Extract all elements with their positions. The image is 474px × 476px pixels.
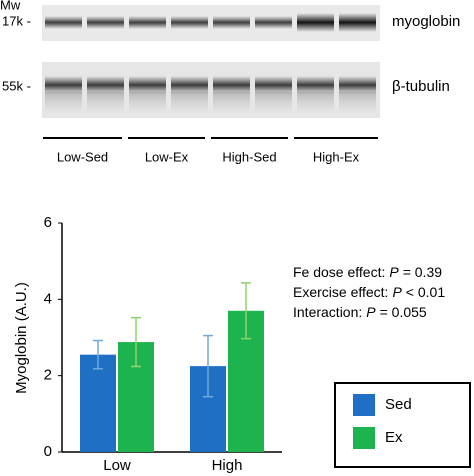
band [297,13,334,32]
band [171,16,208,29]
band [45,16,82,29]
annotation-label: Interaction: [293,304,362,320]
smear [171,92,208,114]
band [339,76,376,94]
band [45,76,82,94]
annotation-label: Exercise effect: [293,284,388,300]
band [87,76,124,94]
legend-label: Sed [385,396,412,413]
group-label: Low-Sed [57,149,108,164]
smear [297,92,334,114]
annotation-value: = 0.39 [403,264,443,280]
x-tick-label: High [212,457,243,474]
smear [213,92,250,114]
marker-label: 17k - [2,13,31,28]
annotation-stat: P [389,264,399,280]
legend-box [334,382,471,468]
legend-label: Ex [385,429,403,446]
mw-label: Mw [0,0,21,12]
band [339,13,376,32]
y-tick-label: 0 [44,443,52,460]
band [129,16,166,29]
band [171,76,208,94]
marker-label: 55k - [2,78,31,93]
legend-swatch [353,427,375,449]
smear [129,92,166,114]
group-label: High-Sed [222,149,276,164]
group-label: High-Ex [313,149,360,164]
legend-swatch [353,394,375,416]
annotation-stat: P [392,284,402,300]
protein-label: β-tubulin [392,78,450,95]
annotation-value: = 0.055 [380,304,427,320]
y-tick-label: 2 [44,367,52,384]
annotation-label: Fe dose effect: [293,264,385,280]
annotation-stat: P [366,304,376,320]
annotation-value: < 0.01 [406,284,446,300]
bar [80,354,116,452]
smear [255,92,292,114]
blot-panel [42,5,380,118]
band [297,76,334,94]
annotation: Exercise effect: P < 0.01 [293,284,445,300]
annotation: Interaction: P = 0.055 [293,304,427,320]
smear [87,92,124,114]
band [255,16,292,29]
band [213,16,250,29]
x-tick-label: Low [103,457,131,474]
band [213,76,250,94]
y-tick-label: 6 [44,214,52,231]
protein-label: myoglobin [392,13,460,30]
smear [339,92,376,114]
band [87,16,124,29]
y-tick-label: 4 [44,290,52,307]
smear [45,92,82,114]
annotation: Fe dose effect: P = 0.39 [293,264,442,280]
group-label: Low-Ex [145,149,189,164]
band [129,76,166,94]
band [255,76,292,94]
y-axis-label: Myoglobin (A.U.) [13,282,30,394]
